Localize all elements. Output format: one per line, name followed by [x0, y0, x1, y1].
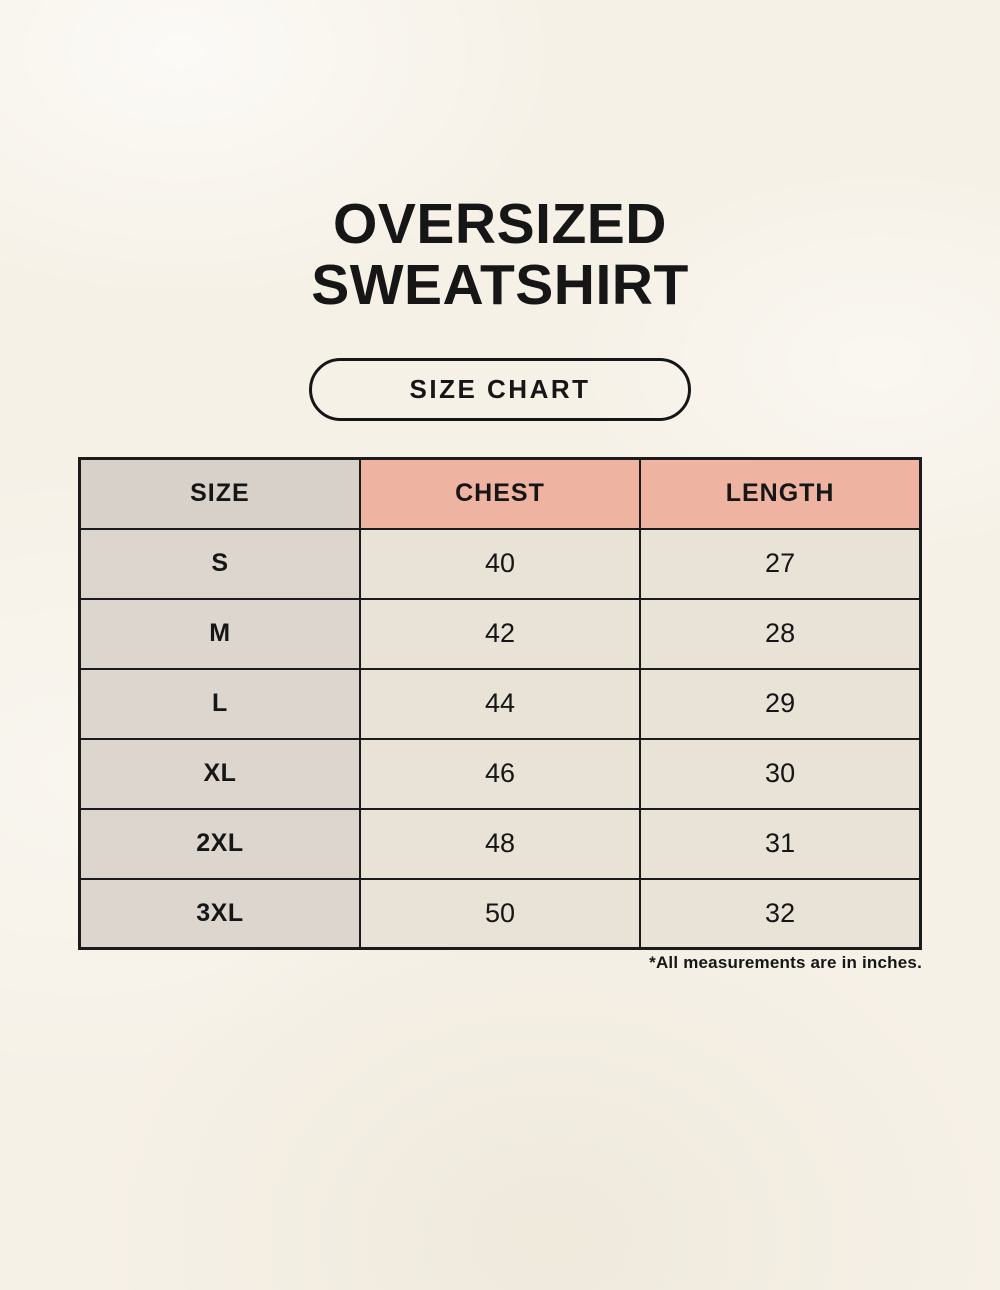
size-label-cell: S: [78, 527, 361, 600]
measurement-cell: 27: [639, 527, 922, 600]
measurement-cell: 32: [639, 877, 922, 950]
size-chart-badge-label: SIZE CHART: [409, 374, 591, 404]
size-chart-badge: SIZE CHART: [309, 358, 691, 421]
column-header-length: LENGTH: [639, 457, 922, 530]
page-title-line2: SWEATSHIRT: [311, 253, 689, 317]
size-label-cell: 3XL: [78, 877, 361, 950]
measurement-cell: 29: [639, 667, 922, 740]
size-chart-table: SIZE CHEST LENGTH S 40 27 M 42 28 L 44 29 XL 46 30 2XL…: [78, 457, 922, 950]
measurement-cell: 48: [358, 807, 642, 880]
page-title: OVERSIZED SWEATSHIRT: [0, 194, 1000, 316]
measurement-cell: 40: [358, 527, 642, 600]
measurement-cell: 28: [639, 597, 922, 670]
table-row: L 44 29: [78, 667, 922, 740]
header-row: SIZE CHEST LENGTH: [78, 457, 922, 530]
page-title-line1: OVERSIZED: [333, 192, 667, 256]
size-chart-table-body: S 40 27 M 42 28 L 44 29 XL 46 30 2XL 48 31 3XL 50 32: [78, 527, 922, 950]
measurements-footnote: *All measurements are in inches.: [649, 953, 922, 972]
table-row: 3XL 50 32: [78, 877, 922, 950]
table-row: XL 46 30: [78, 737, 922, 810]
size-label-cell: 2XL: [78, 807, 361, 880]
measurement-cell: 30: [639, 737, 922, 810]
size-label-cell: XL: [78, 737, 361, 810]
table-row: S 40 27: [78, 527, 922, 600]
column-header-chest: CHEST: [358, 457, 642, 530]
measurement-cell: 31: [639, 807, 922, 880]
measurement-cell: 42: [358, 597, 642, 670]
column-header-size: SIZE: [78, 457, 361, 530]
size-label-cell: M: [78, 597, 361, 670]
table-row: M 42 28: [78, 597, 922, 670]
size-chart-table-header: SIZE CHEST LENGTH: [78, 457, 922, 530]
table-row: 2XL 48 31: [78, 807, 922, 880]
size-label-cell: L: [78, 667, 361, 740]
measurement-cell: 50: [358, 877, 642, 950]
measurement-cell: 44: [358, 667, 642, 740]
measurement-cell: 46: [358, 737, 642, 810]
